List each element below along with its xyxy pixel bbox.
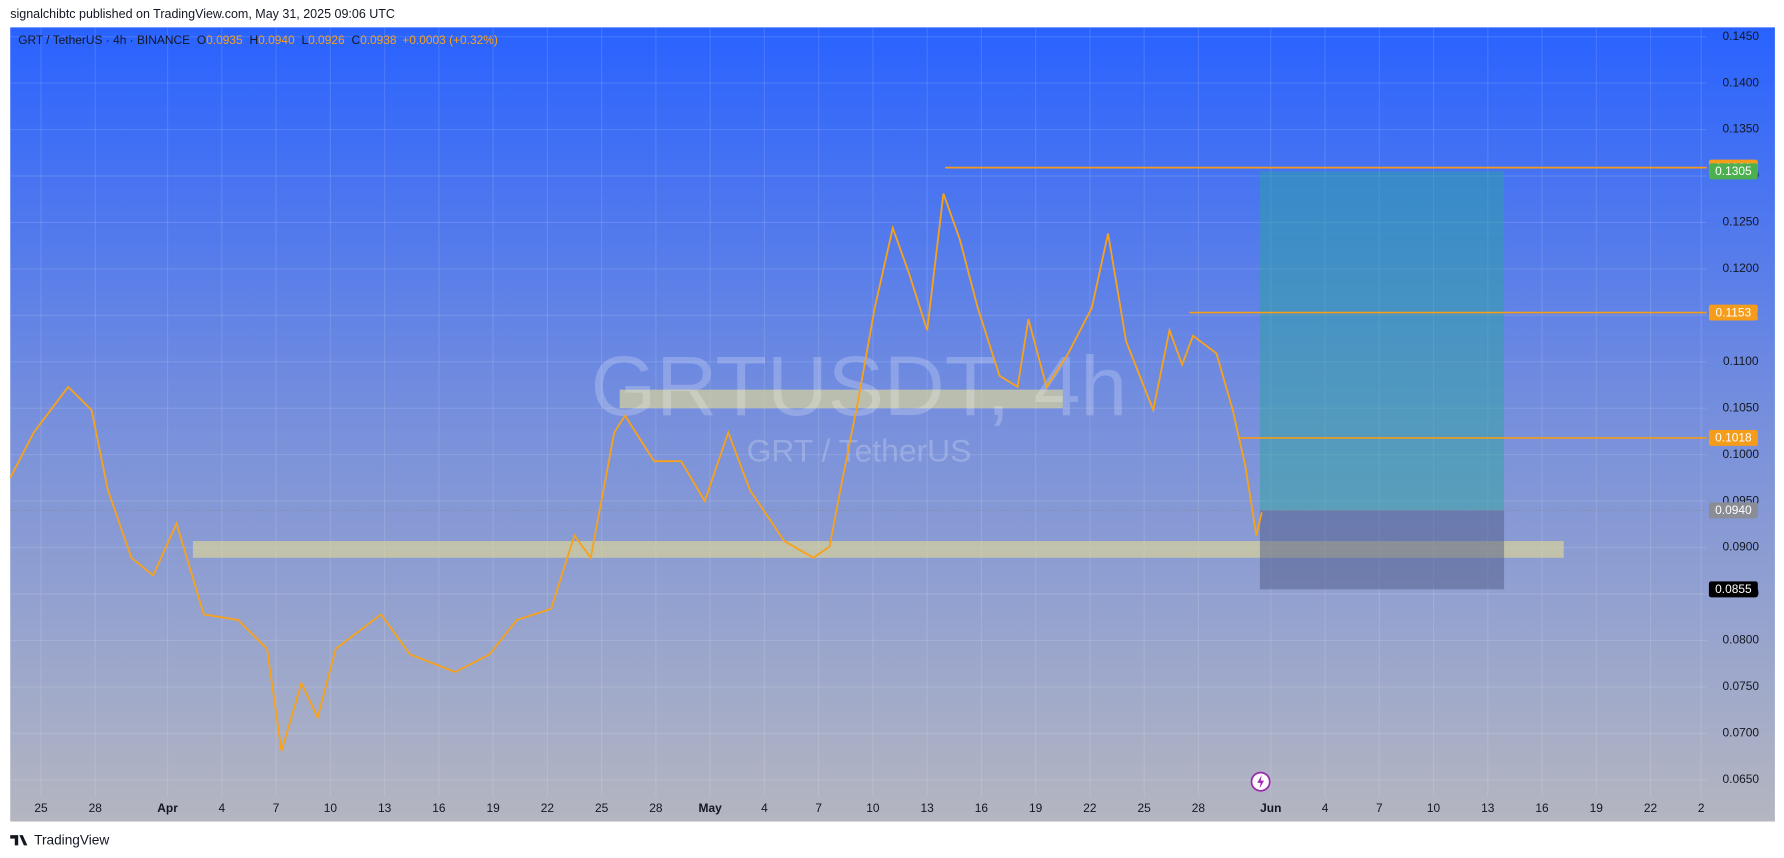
- y-tick-label: 0.0900: [1723, 540, 1760, 554]
- price-tag-label: 0.1305: [1715, 164, 1752, 178]
- x-tick-label: 28: [89, 801, 103, 815]
- x-tick-label: 13: [921, 801, 935, 815]
- y-tick-label: 0.1400: [1723, 75, 1760, 89]
- y-tick-label: 0.0650: [1723, 772, 1760, 786]
- x-tick-label: May: [699, 801, 723, 815]
- symbol-legend: GRT / TetherUS · 4h · BINANCE O0.0935 H0.0…: [18, 33, 498, 47]
- price-tag-label: 0.0855: [1715, 582, 1752, 596]
- symbol: GRT / TetherUS · 4h · BINANCE: [18, 33, 190, 47]
- change: +0.0003 (+0.32%): [402, 33, 498, 47]
- x-tick-label: 4: [761, 801, 768, 815]
- y-tick-label: 0.1200: [1723, 261, 1760, 275]
- price-tag: [1708, 163, 1758, 180]
- y-tick-label: 0.0700: [1723, 725, 1760, 739]
- ohlc-value: 0.0940: [258, 33, 295, 47]
- x-tick-label: 7: [815, 801, 822, 815]
- x-tick-label: 10: [866, 801, 880, 815]
- y-tick-label: 0.1450: [1723, 29, 1760, 43]
- x-tick-label: 19: [486, 801, 500, 815]
- x-tick-label: 4: [1322, 801, 1329, 815]
- y-tick-label: 0.0750: [1723, 679, 1760, 693]
- y-tick-label: 0.1100: [1723, 354, 1759, 368]
- x-tick-label: 13: [378, 801, 392, 815]
- y-tick-label: 0.1250: [1723, 215, 1760, 229]
- event-icon-bolt: [1257, 774, 1265, 789]
- x-tick-label: 10: [1427, 801, 1441, 815]
- x-tick-label: 16: [975, 801, 989, 815]
- x-tick-label: 28: [1192, 801, 1206, 815]
- price-tag-label: 0.1018: [1715, 431, 1752, 445]
- watermark-name: GRT / TetherUS: [747, 432, 972, 468]
- footer-brand: TradingView: [34, 832, 109, 847]
- y-tick-label: 0.1000: [1723, 447, 1760, 461]
- price-tag: [1708, 304, 1758, 321]
- ohlc-key: H: [249, 33, 258, 47]
- x-tick-label: 22: [1644, 801, 1658, 815]
- x-tick-label: 25: [1138, 801, 1152, 815]
- price-tag: [1708, 581, 1758, 598]
- footer-logo: TradingView: [10, 832, 109, 847]
- series: [9, 193, 1263, 752]
- overlays: [10, 166, 1707, 590]
- x-tick-label: 16: [1535, 801, 1549, 815]
- profit-zone: [1259, 171, 1505, 511]
- x-tick-label: 19: [1590, 801, 1604, 815]
- price-tag: [1708, 429, 1758, 446]
- x-tick-label: Apr: [157, 801, 178, 815]
- ohlc-value: 0.0926: [308, 33, 345, 47]
- x-tick-label: 25: [595, 801, 609, 815]
- ohlc-value: 0.0935: [206, 33, 243, 47]
- logo-mark: [10, 835, 28, 846]
- y-tick-label: 0.1050: [1723, 400, 1760, 414]
- x-tick-label: 13: [1481, 801, 1495, 815]
- x-tick-label: 2: [1698, 801, 1705, 815]
- x-tick-label: 19: [1029, 801, 1043, 815]
- x-tick-label: Jun: [1260, 801, 1281, 815]
- price-tag-label: 0.0940: [1715, 503, 1752, 517]
- x-tick-label: 28: [649, 801, 663, 815]
- zone: [192, 541, 1564, 558]
- x-tick-label: 4: [219, 801, 226, 815]
- y-tick-label: 0.1350: [1723, 122, 1760, 136]
- price-line: [9, 193, 1263, 752]
- zone: [619, 389, 1063, 409]
- ohlc-value: 0.0938: [360, 33, 397, 47]
- y-tick-label: 0.0800: [1723, 633, 1760, 647]
- x-tick-label: 16: [432, 801, 446, 815]
- publisher: signalchibtc published on TradingView.co…: [10, 7, 395, 21]
- x-tick-label: 7: [273, 801, 280, 815]
- x-tick-label: 22: [1083, 801, 1097, 815]
- price-tag: [1708, 502, 1758, 519]
- axes: 0.06500.07000.07500.08000.08500.09000.09…: [34, 29, 1759, 815]
- x-tick-label: 25: [34, 801, 48, 815]
- ohlc-key: L: [301, 33, 308, 47]
- ohlc-key: C: [351, 33, 360, 47]
- ohlc-key: O: [197, 33, 206, 47]
- x-tick-label: 22: [541, 801, 555, 815]
- price-tag-label: 0.1153: [1716, 305, 1752, 319]
- loss-zone: [1259, 510, 1505, 590]
- x-tick-label: 10: [324, 801, 338, 815]
- x-tick-label: 7: [1376, 801, 1383, 815]
